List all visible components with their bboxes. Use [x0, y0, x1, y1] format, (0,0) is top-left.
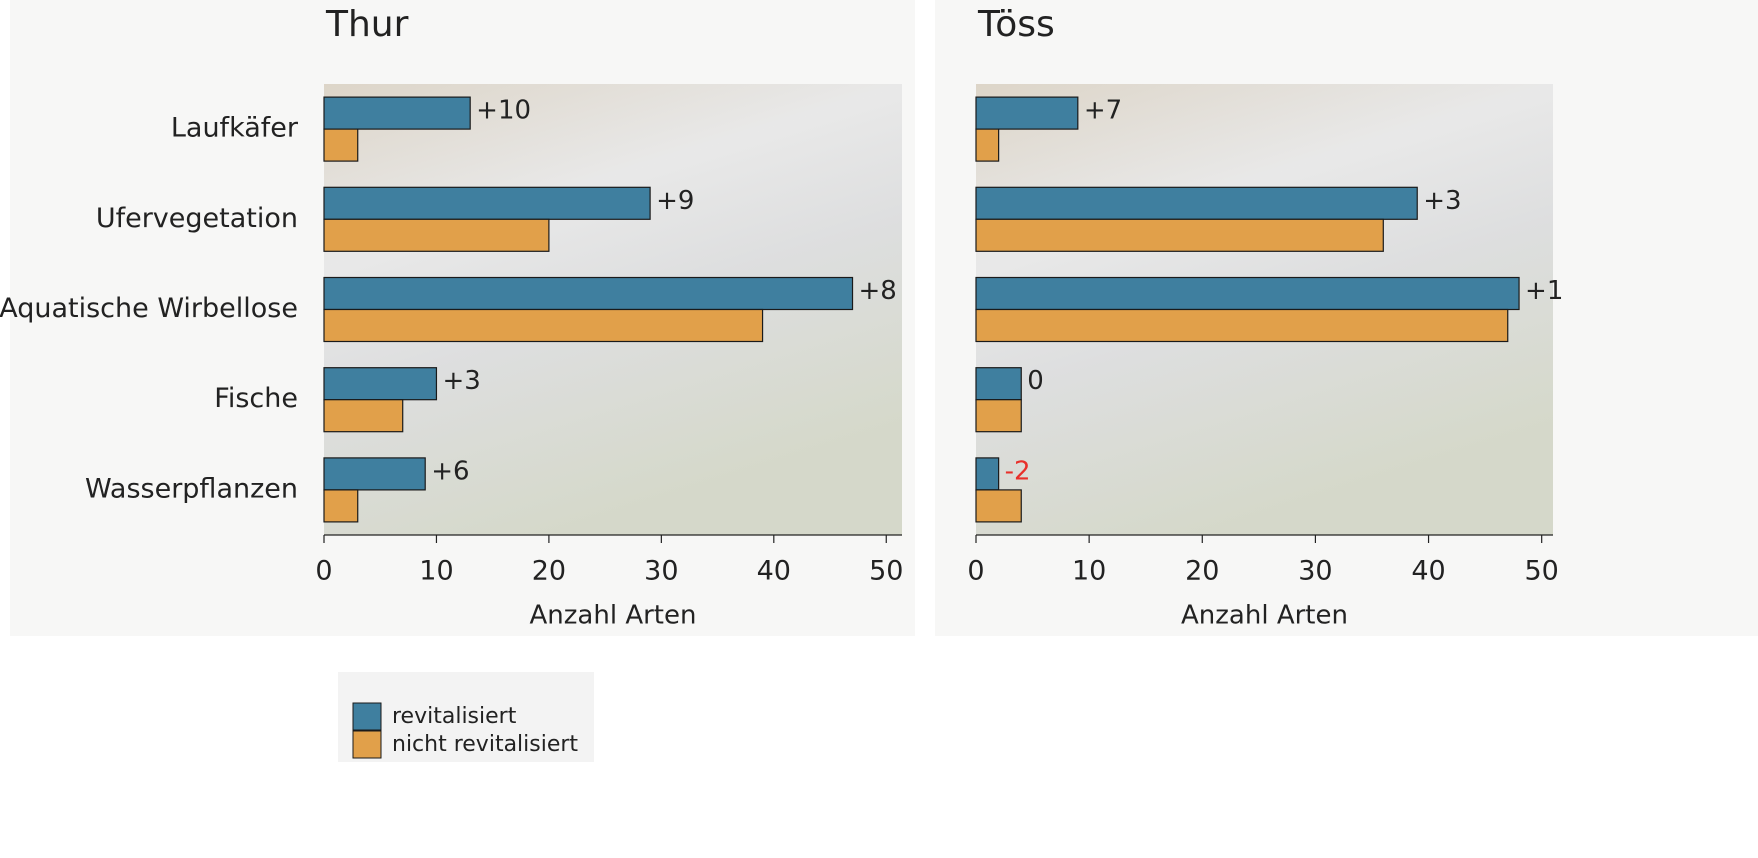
difference-label: 0: [1027, 366, 1044, 396]
difference-label: +7: [1084, 96, 1122, 126]
difference-label: +6: [431, 456, 469, 486]
x-tick-label: 0: [315, 556, 332, 587]
x-tick-label: 40: [757, 556, 791, 587]
bar: [975, 399, 1022, 433]
legend-swatch: [352, 702, 382, 731]
x-tick-label: 10: [419, 556, 453, 587]
bar: [323, 308, 764, 343]
bar: [975, 457, 1000, 491]
x-axis-title: Anzahl Arten: [530, 601, 697, 631]
legend-label: nicht revitalisiert: [392, 732, 578, 757]
x-tick-label: 10: [1072, 556, 1106, 587]
bar: [975, 367, 1022, 401]
bar: [323, 457, 426, 491]
x-tick-label: 0: [967, 556, 984, 587]
bar: [975, 218, 1384, 252]
category-label: Laufkäfer: [171, 113, 299, 144]
x-tick-label: 30: [644, 556, 678, 587]
bar: [975, 308, 1509, 343]
difference-label: +9: [656, 186, 694, 216]
x-tick-label: 30: [1298, 556, 1332, 587]
bar: [323, 96, 471, 130]
x-axis-title: Anzahl Arten: [1181, 601, 1348, 631]
bar: [323, 399, 404, 433]
bar: [323, 128, 359, 162]
difference-label: +8: [859, 276, 897, 306]
legend-swatch: [352, 730, 382, 759]
difference-label: -2: [1005, 456, 1031, 486]
bar: [323, 186, 651, 220]
category-label: Ufervegetation: [96, 203, 298, 234]
difference-label: +3: [442, 366, 480, 396]
x-tick-label: 20: [532, 556, 566, 587]
bar: [323, 489, 359, 523]
bar: [323, 218, 550, 252]
category-label: Fische: [214, 383, 298, 414]
bar: [323, 276, 854, 311]
x-tick-label: 20: [1185, 556, 1219, 587]
difference-label: +3: [1423, 186, 1461, 216]
bar: [975, 276, 1520, 311]
bar: [975, 128, 1000, 162]
bar: [975, 186, 1418, 220]
legend-label: revitalisiert: [392, 704, 517, 729]
chart-title: Töss: [977, 4, 1055, 45]
category-label: Wasserpflanzen: [85, 473, 298, 504]
difference-label: +10: [476, 96, 531, 126]
chart-title: Thur: [325, 4, 409, 45]
bar: [323, 367, 438, 401]
bar: [975, 96, 1079, 130]
category-label: Aquatische Wirbellose: [0, 293, 298, 324]
x-tick-label: 40: [1411, 556, 1445, 587]
bar: [975, 489, 1022, 523]
x-tick-label: 50: [1525, 556, 1559, 587]
difference-label: +1: [1525, 276, 1563, 306]
x-tick-label: 50: [869, 556, 903, 587]
